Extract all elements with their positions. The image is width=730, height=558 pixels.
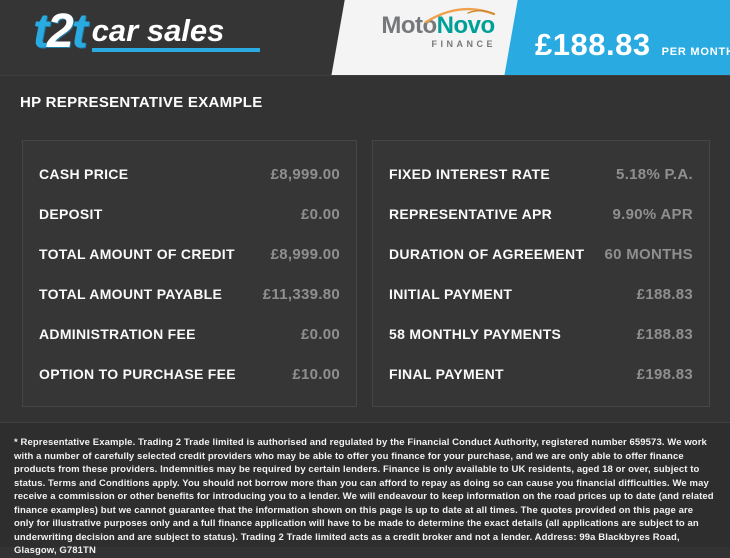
finance-table-left: CASH PRICE £8,999.00 DEPOSIT £0.00 TOTAL… [22,140,357,407]
row-value: £8,999.00 [270,245,340,263]
table-row: FINAL PAYMENT £198.83 [389,354,693,394]
row-label: TOTAL AMOUNT PAYABLE [39,286,223,302]
row-value: £11,339.80 [262,285,340,303]
row-label: OPTION TO PURCHASE FEE [39,366,236,382]
swoosh-icon [424,7,496,24]
row-label: REPRESENTATIVE APR [389,206,553,222]
table-row: DEPOSIT £0.00 [39,194,340,234]
table-row: ADMINISTRATION FEE £0.00 [39,314,340,354]
table-row: TOTAL AMOUNT PAYABLE £11,339.80 [39,274,340,314]
disclaimer-footer: * Representative Example. Trading 2 Trad… [0,422,730,556]
row-value: 60 MONTHS [604,245,693,263]
logo-underline [91,48,260,52]
motonovo-finance-label: FINANCE [431,39,496,49]
table-row: INITIAL PAYMENT £188.83 [389,274,693,314]
motonovo-finance-logo: MotoNovo FINANCE [372,7,504,49]
finance-banner-header: t2t car sales MotoNovo FINANCE £188.83 P… [0,0,730,76]
t2t-car-sales-logo: t2t car sales [33,5,260,58]
row-value: £0.00 [300,325,340,343]
finance-table-right: FIXED INTEREST RATE 5.18% P.A. REPRESENT… [372,140,710,407]
t2t-wordmark: t2t [33,5,88,58]
row-value: £188.83 [636,285,693,303]
row-value: £8,999.00 [270,165,340,183]
row-label: CASH PRICE [39,166,129,182]
page-title: HP REPRESENTATIVE EXAMPLE [20,94,263,111]
row-value: £0.00 [300,205,340,223]
disclaimer-text: * Representative Example. Trading 2 Trad… [14,437,714,556]
row-value: £188.83 [636,325,693,343]
logo-tagline: car sales [91,13,225,48]
row-label: INITIAL PAYMENT [389,286,513,302]
row-value: £198.83 [636,365,693,383]
row-value: 9.90% APR [612,205,693,223]
table-row: TOTAL AMOUNT OF CREDIT £8,999.00 [39,234,340,274]
table-row: DURATION OF AGREEMENT 60 MONTHS [389,234,693,274]
row-label: TOTAL AMOUNT OF CREDIT [39,246,235,262]
row-label: DURATION OF AGREEMENT [389,246,585,262]
row-label: ADMINISTRATION FEE [39,326,196,342]
row-label: FINAL PAYMENT [389,366,504,382]
row-label: DEPOSIT [39,206,103,222]
table-row: CASH PRICE £8,999.00 [39,154,340,194]
table-row: REPRESENTATIVE APR 9.90% APR [389,194,693,234]
row-label: FIXED INTEREST RATE [389,166,551,182]
logo-tagline-wrap: car sales [91,13,260,54]
table-row: OPTION TO PURCHASE FEE £10.00 [39,354,340,394]
row-value: £10.00 [292,365,340,383]
motonovo-wordmark: MotoNovo [381,12,495,39]
table-row: FIXED INTEREST RATE 5.18% P.A. [389,154,693,194]
table-row: 58 MONTHLY PAYMENTS £188.83 [389,314,693,354]
monthly-price: £188.83 PER MONTH* [535,27,730,62]
row-value: 5.18% P.A. [616,165,693,183]
row-label: 58 MONTHLY PAYMENTS [389,326,562,342]
